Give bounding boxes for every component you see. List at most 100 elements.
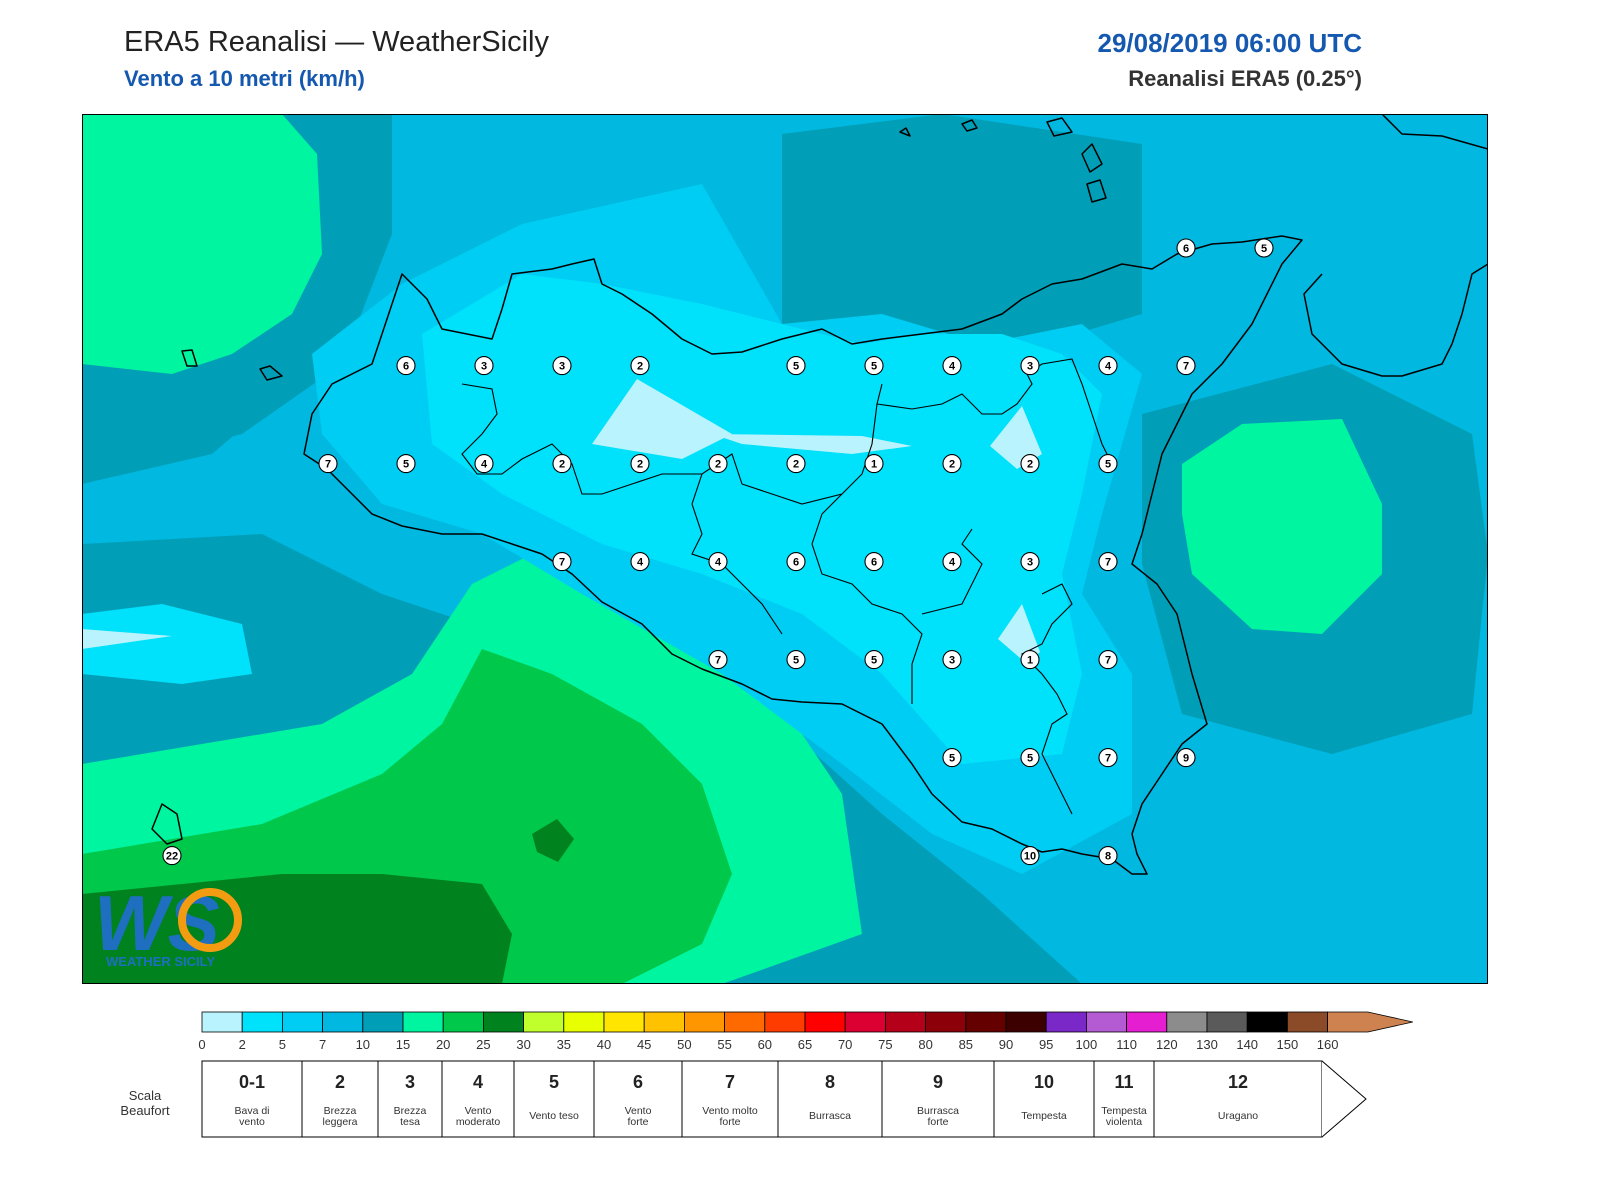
colorbar-swatch	[482, 1011, 524, 1033]
colorbar-swatch	[241, 1011, 283, 1033]
station-circle	[1020, 552, 1040, 572]
beaufort-arrow	[1321, 1060, 1367, 1138]
beaufort-number: 11	[1114, 1072, 1133, 1092]
station-marker: 7	[1098, 748, 1118, 768]
colorbar-tick: 20	[436, 1037, 450, 1052]
colorbar-swatch	[563, 1011, 605, 1033]
station-value: 6	[403, 361, 409, 373]
colorbar-tick: 2	[239, 1037, 246, 1052]
station-circle	[1098, 748, 1118, 768]
colorbar-tick: 40	[597, 1037, 611, 1052]
station-marker: 4	[474, 454, 494, 474]
colorbar-swatch	[281, 1011, 323, 1033]
station-value: 3	[481, 361, 487, 373]
beaufort-desc: Vento	[465, 1105, 492, 1117]
station-marker: 5	[864, 650, 884, 670]
colorbar-swatch	[201, 1011, 243, 1033]
beaufort-desc: Vento molto	[702, 1105, 758, 1117]
station-value: 2	[793, 459, 799, 471]
colorbar-swatch	[402, 1011, 444, 1033]
colorbar-tick: 0	[198, 1037, 205, 1052]
colorbar-tick: 160	[1317, 1037, 1339, 1052]
station-circle	[318, 454, 338, 474]
station-circle	[552, 356, 572, 376]
station-value: 1	[1027, 655, 1033, 667]
station-value: 3	[559, 361, 565, 373]
ws-logo: WS WEATHER SICILY	[94, 879, 242, 969]
colorbar: 0 2 5 7 10 15 20 25 30 35 40 45 50 55 60 65 70 75 80 85 90 95…	[198, 1011, 1413, 1052]
station-circle	[864, 552, 884, 572]
station-circle	[1020, 846, 1040, 866]
station-value: 5	[1261, 243, 1267, 255]
station-value: 6	[793, 557, 799, 569]
station-value: 4	[949, 557, 956, 569]
beaufort-desc: tesa	[400, 1116, 420, 1128]
station-circle	[786, 650, 806, 670]
colorbar-swatch	[1287, 1011, 1329, 1033]
colorbar-tick: 60	[758, 1037, 772, 1052]
station-value: 2	[1027, 459, 1033, 471]
station-circle	[786, 356, 806, 376]
station-marker: 2	[786, 454, 806, 474]
station-circle	[630, 454, 650, 474]
colorbar-swatch	[764, 1011, 806, 1033]
colorbar-tick: 50	[677, 1037, 691, 1052]
station-circle	[864, 454, 884, 474]
station-value: 5	[949, 753, 955, 765]
province-borders	[461, 358, 1113, 815]
station-value: 2	[637, 361, 643, 373]
station-value: 5	[403, 459, 409, 471]
station-marker: 5	[1098, 454, 1118, 474]
station-value: 2	[949, 459, 955, 471]
station-marker: 3	[552, 356, 572, 376]
station-marker: 7	[1176, 356, 1196, 376]
station-value: 7	[715, 655, 721, 667]
beaufort-desc: moderato	[456, 1116, 501, 1128]
colorbar-swatch	[925, 1011, 967, 1033]
station-marker: 3	[1020, 356, 1040, 376]
station-marker: 2	[1020, 454, 1040, 474]
station-marker: 4	[708, 552, 728, 572]
station-marker: 2	[630, 356, 650, 376]
beaufort-number: 3	[405, 1072, 415, 1092]
colorbar-swatch	[1045, 1011, 1087, 1033]
station-value: 5	[793, 361, 799, 373]
beaufort-desc: Uragano	[1218, 1110, 1258, 1122]
colorbar-tick: 100	[1076, 1037, 1098, 1052]
beaufort-number: 2	[335, 1072, 345, 1092]
colorbar-swatch	[322, 1011, 364, 1033]
station-marker: 2	[552, 454, 572, 474]
station-marker: 7	[552, 552, 572, 572]
station-marker: 2	[630, 454, 650, 474]
station-marker: 6	[1176, 238, 1196, 258]
station-value: 2	[637, 459, 643, 471]
station-value: 7	[559, 557, 565, 569]
station-circle	[708, 454, 728, 474]
colorbar-swatch	[804, 1011, 846, 1033]
station-marker: 5	[786, 356, 806, 376]
station-circle	[630, 356, 650, 376]
beaufort-number: 12	[1228, 1072, 1248, 1092]
station-value: 5	[1105, 459, 1111, 471]
station-marker: 3	[474, 356, 494, 376]
station-circle	[1098, 650, 1118, 670]
colorbar-tick: 25	[476, 1037, 490, 1052]
station-value: 1	[871, 459, 877, 471]
station-marker: 5	[1020, 748, 1040, 768]
station-value: 6	[871, 557, 877, 569]
wind-map: 6 3 3 2 5 5 4 3 4 76 57 5 4 2 2 2 2 1 2 2 57 4 4 6 6 4 3 77 5 5 3 1 75 5 7…	[82, 114, 1488, 984]
station-marker: 2	[708, 454, 728, 474]
station-circle	[708, 552, 728, 572]
beaufort-number: 4	[473, 1072, 483, 1092]
station-circle	[1098, 454, 1118, 474]
beaufort-number: 0-1	[239, 1072, 265, 1092]
logo-caption: WEATHER SICILY	[106, 954, 215, 969]
station-marker: 7	[1098, 552, 1118, 572]
station-value: 7	[325, 459, 331, 471]
beaufort-desc: Burrasca	[809, 1110, 851, 1122]
beaufort-desc: forte	[719, 1116, 740, 1128]
station-marker: 1	[864, 454, 884, 474]
colorbar-swatch	[523, 1011, 565, 1033]
